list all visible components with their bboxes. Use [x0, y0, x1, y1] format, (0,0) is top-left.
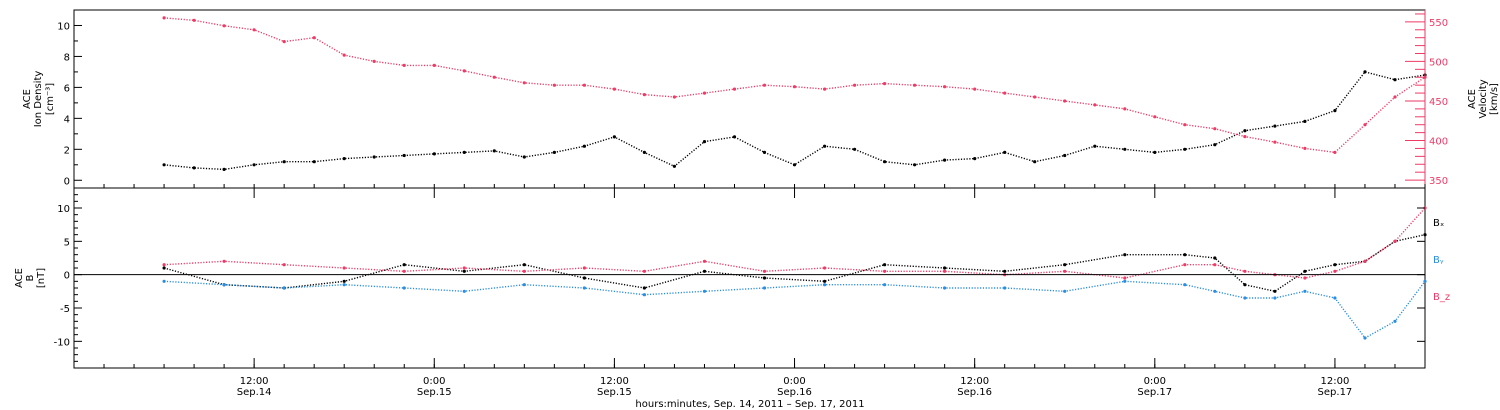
bx-point-trace — [163, 234, 1426, 293]
top-left-tick-label: 2 — [64, 145, 70, 156]
by-point-trace — [164, 280, 1426, 339]
bz-point-trace — [164, 207, 1426, 279]
top-left-tick-label: 10 — [57, 21, 70, 32]
density-point-trace — [164, 71, 1426, 171]
top-right-tick-label: 500 — [1429, 57, 1448, 68]
legend-by: Bᵧ — [1433, 255, 1444, 266]
x-tick-date: Sep.16 — [957, 387, 992, 398]
bottom-left-label-2: B — [25, 274, 36, 281]
x-tick-date: Sep.15 — [417, 387, 452, 398]
by-point — [582, 286, 587, 290]
x-tick-date: Sep.16 — [777, 387, 812, 398]
density-point — [342, 157, 346, 161]
top-left-tick-label: 8 — [64, 52, 70, 63]
x-tick-date: Sep.17 — [1137, 387, 1172, 398]
by-point — [1183, 283, 1187, 287]
density-point — [432, 152, 436, 156]
bz-point — [823, 266, 827, 270]
bz-point — [522, 269, 526, 273]
bz-point — [282, 263, 286, 267]
by-point — [883, 283, 887, 287]
top-left-tick-label: 4 — [64, 114, 70, 125]
x-tick-time: 12:00 — [240, 376, 269, 387]
top-left-tick-label: 6 — [64, 83, 70, 94]
bx-point — [1423, 233, 1427, 237]
bottom-left-tick-label: 0 — [64, 271, 70, 282]
velocity-point-trace — [164, 17, 1426, 154]
x-tick-date: Sep.14 — [237, 387, 272, 398]
density-point — [312, 160, 316, 164]
bx-point — [1063, 263, 1067, 267]
top-panel-marks — [162, 16, 1427, 171]
x-axis-title: hours:minutes, Sep. 14, 2011 – Sep. 17, … — [635, 399, 864, 410]
bx-point — [883, 263, 887, 267]
density-point — [162, 163, 166, 167]
top-right-tick-label: 550 — [1429, 18, 1448, 29]
legend-bx: Bₓ — [1433, 218, 1444, 229]
bottom-left-tick-label: -10 — [54, 337, 70, 348]
bz-point — [943, 269, 947, 273]
by-point — [642, 293, 647, 297]
velocity-point — [883, 82, 887, 86]
top-right-label-2: Velocity — [1478, 79, 1489, 118]
top-right-tick-label: 450 — [1429, 97, 1448, 108]
bottom-panel-frame — [73, 187, 1426, 369]
top-right-label-3: [km/s] — [1489, 83, 1500, 115]
top-left-tick-label: 0 — [64, 176, 70, 187]
legend-bz: B_z — [1433, 292, 1450, 303]
density-point — [222, 167, 226, 171]
top-left-label-1: ACE — [22, 89, 33, 109]
bx-point — [1003, 269, 1007, 273]
bz-point — [222, 259, 226, 263]
x-tick-time: 0:00 — [423, 376, 445, 387]
bottom-left-tick-label: -5 — [60, 304, 70, 315]
velocity-point — [1333, 150, 1337, 154]
by-point — [762, 286, 767, 290]
by-point — [222, 283, 226, 287]
top-left-label-2: Ion Density — [33, 71, 44, 128]
top-right-label-1: ACE — [1467, 89, 1478, 109]
x-tick-time: 0:00 — [1144, 376, 1166, 387]
bx-point — [1183, 253, 1187, 257]
bz-point — [1063, 269, 1067, 273]
bottom-panel-marks — [162, 206, 1427, 340]
bz-point — [1243, 269, 1247, 273]
by-point — [402, 286, 406, 290]
velocity-point — [402, 63, 406, 67]
bottom-left-label-3: [nT] — [36, 268, 47, 288]
by-point — [702, 289, 707, 293]
by-point — [1003, 286, 1007, 290]
bottom-left-label-1: ACE — [14, 268, 25, 288]
density-point — [462, 150, 466, 154]
by-point — [823, 283, 827, 287]
bz-point — [402, 269, 406, 273]
top-panel-frame — [73, 9, 1426, 189]
x-tick-date: Sep.17 — [1318, 387, 1353, 398]
by-point — [522, 283, 526, 287]
x-tick-time: 0:00 — [783, 376, 805, 387]
top-right-tick-label: 400 — [1429, 137, 1448, 148]
bottom-left-tick-label: 10 — [57, 204, 70, 215]
velocity-point — [762, 83, 767, 87]
bottom-left-tick-label: 5 — [64, 237, 70, 248]
x-tick-time: 12:00 — [960, 376, 989, 387]
x-tick-date: Sep.15 — [597, 387, 632, 398]
bz-point — [1303, 276, 1307, 280]
x-tick-time: 12:00 — [1321, 376, 1350, 387]
top-right-tick-label: 350 — [1429, 176, 1448, 187]
x-tick-time: 12:00 — [600, 376, 629, 387]
velocity-point — [792, 85, 797, 89]
axes: 0246810350400450500550-10-5051012:00Sep.… — [54, 9, 1448, 398]
velocity-point — [913, 83, 917, 87]
density-point — [1153, 150, 1157, 154]
density-point — [192, 166, 196, 170]
top-left-label-3: [cm⁻³] — [45, 83, 56, 115]
density-point — [1183, 147, 1187, 151]
bx-point — [1213, 256, 1217, 260]
by-point — [282, 286, 286, 290]
